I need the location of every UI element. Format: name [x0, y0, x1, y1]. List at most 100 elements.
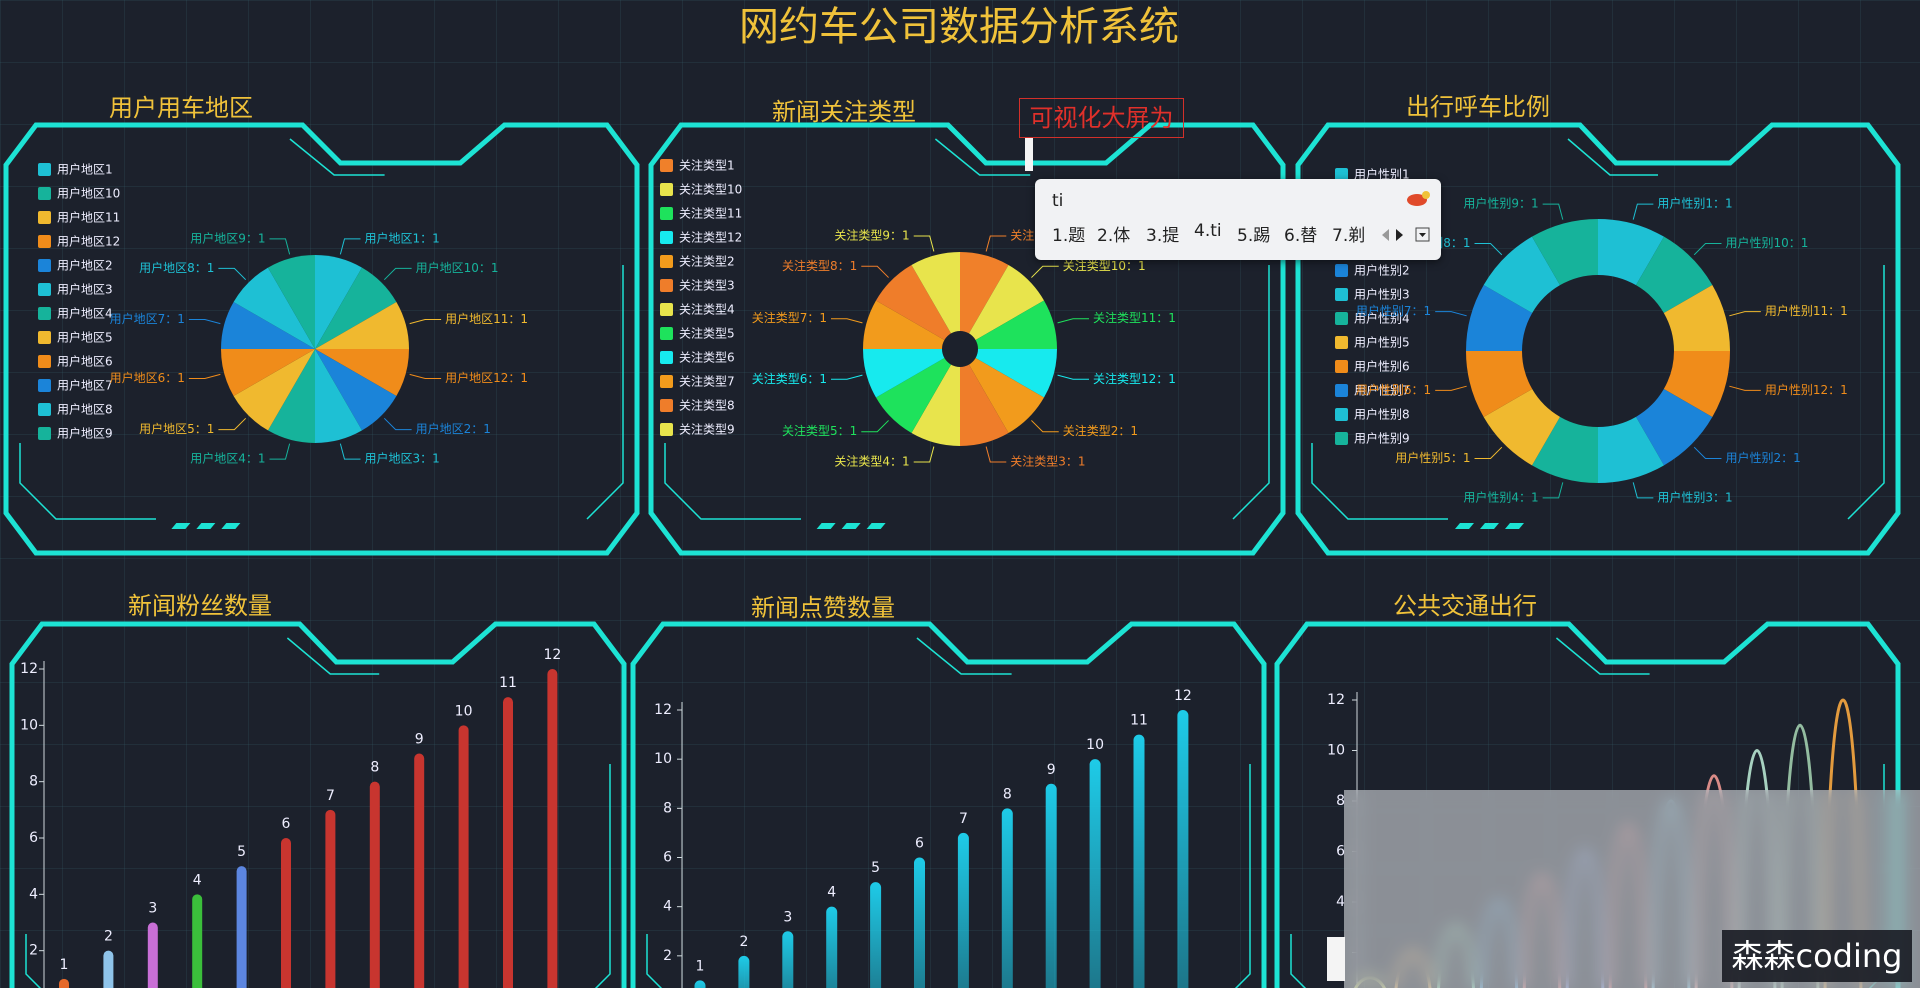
slice-label: 关注类型7：1 — [752, 310, 827, 325]
legend-label: 关注类型10 — [679, 182, 742, 197]
panel-title: 新闻关注类型 — [772, 98, 916, 126]
legend-label: 用户地区7 — [57, 378, 113, 393]
slice-label: 用户地区1：1 — [365, 230, 440, 245]
panel-inner-line — [1555, 637, 1650, 675]
label-leader — [269, 443, 291, 460]
panel-frame — [648, 122, 1286, 556]
slice-label: 用户地区7：1 — [110, 311, 185, 326]
label-leader — [339, 238, 361, 255]
legend-label: 用户性别3 — [1354, 287, 1410, 302]
legend-swatch — [1335, 168, 1348, 181]
slice-label: 关注类型2：1 — [1063, 423, 1138, 438]
slice-label: 用户性别12：1 — [1765, 382, 1848, 397]
ime-nav[interactable] — [1380, 224, 1432, 246]
panel-title: 出行呼车比例 — [1406, 93, 1550, 121]
slice-label: 关注类型6：1 — [752, 371, 827, 386]
slice-label: 用户地区3：1 — [365, 451, 440, 466]
bar — [192, 894, 203, 988]
y-tick-label: 8 — [663, 800, 672, 816]
label-leader — [218, 267, 247, 281]
legend-label: 关注类型12 — [679, 230, 742, 245]
slice-label: 用户地区8：1 — [139, 260, 214, 275]
bar-value-label: 8 — [370, 760, 379, 776]
slice-label: 用户性别7：1 — [1356, 303, 1431, 318]
panel-inner-line — [1234, 764, 1251, 988]
label-leader — [1542, 482, 1564, 499]
watermark: 森森coding — [1722, 930, 1912, 982]
y-tick-label: 4 — [663, 899, 672, 915]
panel-title: 新闻粉丝数量 — [128, 592, 272, 620]
bar — [147, 922, 158, 988]
input-box — [1327, 937, 1345, 981]
bar-value-label: 5 — [871, 860, 880, 876]
bar — [957, 832, 969, 988]
legend-swatch — [1335, 336, 1348, 349]
legend-swatch — [660, 231, 673, 244]
y-tick-label: 6 — [1336, 844, 1345, 860]
pie-slice — [1465, 351, 1533, 417]
label-leader — [913, 235, 935, 252]
panel-frame — [1274, 621, 1901, 988]
label-leader — [409, 373, 442, 380]
panel-inner-line — [586, 265, 624, 520]
y-tick-label: 10 — [654, 751, 672, 767]
slice-label: 关注类型10：1 — [1063, 258, 1146, 273]
bar-value-label: 7 — [959, 811, 968, 827]
label-leader — [1031, 420, 1059, 433]
bar — [1045, 783, 1057, 988]
legend-label: 用户地区9 — [57, 426, 113, 441]
ime-candidate[interactable]: 4.ti — [1194, 221, 1222, 241]
legend-swatch — [38, 403, 51, 416]
legend-label: 用户性别5 — [1354, 335, 1410, 350]
pie-slice — [315, 349, 409, 396]
bar-value-label: 5 — [237, 844, 246, 860]
panel-frame — [3, 122, 640, 556]
bar — [103, 950, 114, 988]
legend-swatch — [38, 307, 51, 320]
slice-label: 关注类型9：1 — [834, 227, 909, 242]
panel-inner-line — [1311, 443, 1448, 520]
legend-swatch — [38, 259, 51, 272]
pie-slice — [969, 358, 1044, 433]
bar-value-label: 7 — [326, 788, 335, 804]
legend-label: 用户地区11 — [57, 210, 120, 225]
pie-slice — [960, 252, 1009, 334]
panel-inner-line — [289, 138, 385, 176]
bar-value-label: 1 — [696, 958, 705, 974]
slice-label: 关注类型11：1 — [1093, 310, 1176, 325]
label-leader — [383, 267, 412, 281]
panel-decor — [196, 523, 216, 529]
slice-label: 用户地区5：1 — [139, 421, 214, 436]
label-leader — [1474, 243, 1503, 256]
y-tick-label: 6 — [663, 850, 672, 866]
panel-inner-line — [594, 764, 611, 988]
y-tick-label: 10 — [1327, 743, 1345, 759]
ime-candidate[interactable]: 2.体 — [1097, 226, 1131, 246]
pie-slice — [960, 364, 1009, 446]
pie-slice — [911, 252, 960, 334]
legend-swatch — [660, 375, 673, 388]
ime-candidate[interactable]: 7.剃 — [1332, 226, 1366, 246]
legend-swatch — [38, 211, 51, 224]
pie-slice — [975, 300, 1057, 349]
bar-value-label: 3 — [783, 909, 792, 925]
ime-candidate[interactable]: 3.提 — [1146, 226, 1180, 246]
ime-candidate[interactable]: 6.替 — [1284, 226, 1318, 246]
bar-value-label: 10 — [455, 703, 473, 719]
legend-label: 用户地区1 — [57, 162, 113, 177]
pie-slice — [268, 254, 315, 349]
panel-inner-line — [1290, 934, 1307, 988]
pie-slice — [268, 349, 315, 443]
y-tick-label: 4 — [29, 886, 38, 902]
slice-label: 用户地区2：1 — [416, 421, 491, 436]
slice-label: 用户性别10：1 — [1725, 235, 1808, 250]
label-leader — [861, 265, 889, 278]
pie-slice — [1663, 351, 1730, 417]
legend-label: 用户性别9 — [1354, 431, 1410, 446]
pie-slice — [315, 302, 409, 349]
pie-slice — [1636, 389, 1713, 466]
ime-candidate[interactable]: 5.踢 — [1237, 226, 1271, 246]
legend-swatch — [660, 399, 673, 412]
ime-candidate[interactable]: 1.题 — [1052, 226, 1086, 246]
pie-slice — [315, 254, 362, 349]
